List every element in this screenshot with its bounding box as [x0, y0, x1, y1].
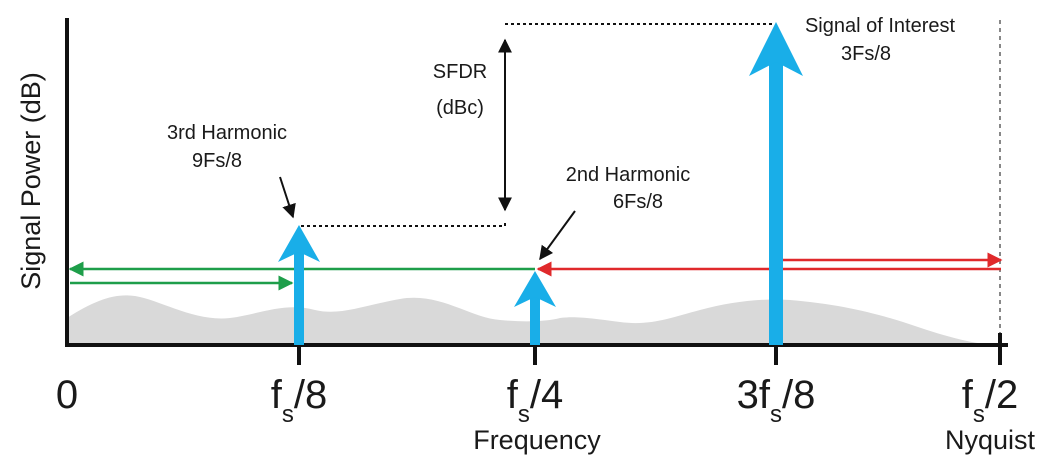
x-tick-fs2: fs/2 [962, 373, 1018, 428]
second-harmonic-freq: 6Fs/8 [613, 191, 663, 213]
sfdr-unit-label: (dBc) [436, 97, 484, 119]
second-harmonic-pointer [539, 210, 576, 261]
x-axis-label: Frequency [473, 425, 601, 455]
third-harmonic-label: 3rd Harmonic [167, 122, 287, 144]
third-harmonic-freq: 9Fs/8 [192, 150, 242, 172]
sfdr-guide-low [301, 222, 506, 227]
sfdr-label: SFDR [433, 61, 487, 83]
spur-signal-of-interest [749, 22, 803, 345]
x-tick-fs8: fs/8 [271, 373, 327, 428]
x-tick-3fs8: 3fs/8 [737, 373, 816, 428]
signal-of-interest-label: Signal of Interest [805, 15, 956, 37]
third-harmonic-pointer [279, 176, 296, 219]
spur-third-harmonic [278, 225, 320, 345]
x-tick-0: 0 [56, 373, 78, 417]
nyquist-label: Nyquist [945, 425, 1036, 455]
x-tick-fs4: fs/4 [507, 373, 563, 428]
y-axis-label: Signal Power (dB) [16, 72, 46, 290]
second-harmonic-label: 2nd Harmonic [566, 164, 691, 186]
signal-of-interest-freq: 3Fs/8 [841, 43, 891, 65]
spur-second-harmonic [514, 271, 556, 345]
